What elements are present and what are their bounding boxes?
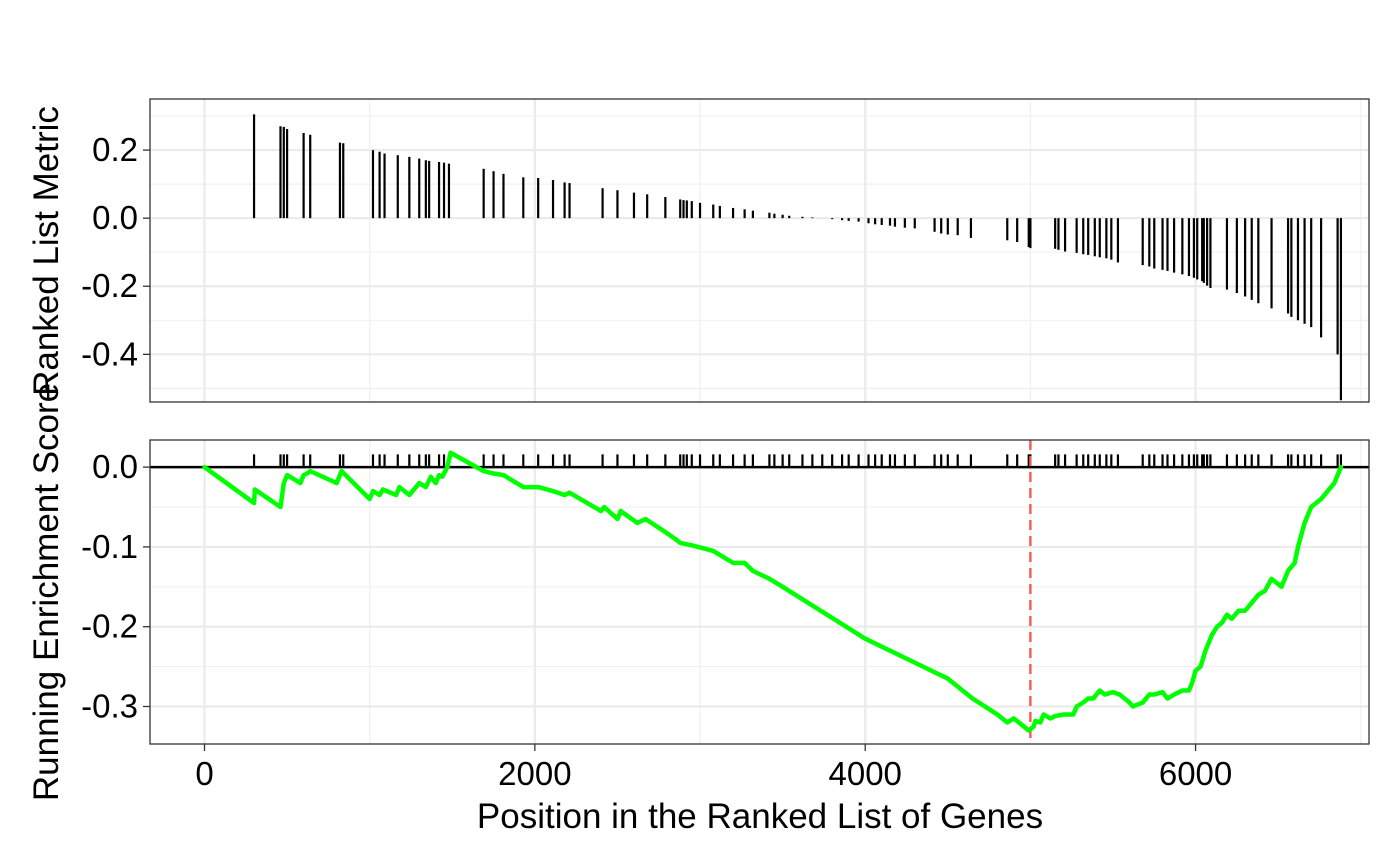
bottom-panel-background — [150, 440, 1369, 744]
x-axis-title: Position in the Ranked List of Genes — [477, 797, 1043, 836]
running-enrichment-score-panel: 0.0 -0.1 -0.2 -0.3 0 2000 4000 6000 — [81, 439, 1370, 792]
axis-titles: Position in the Ranked List of Genes Ran… — [27, 106, 1043, 836]
bottom-x-tick-label: 0 — [195, 755, 213, 792]
top-y-tick-label: -0.2 — [81, 267, 138, 304]
bottom-y-tick-label: -0.3 — [81, 687, 138, 724]
top-y-axis-title: Ranked List Metric — [27, 106, 66, 396]
bottom-y-tick-label: -0.1 — [81, 528, 138, 565]
top-y-tick-label: 0.2 — [92, 131, 138, 168]
top-y-tick-label: 0.0 — [92, 199, 138, 236]
bottom-y-tick-label: 0.0 — [92, 448, 138, 485]
bottom-panel-border — [149, 439, 1370, 745]
running-enrichment-score-line — [202, 450, 1344, 733]
bottom-x-tick-label: 6000 — [1159, 755, 1232, 792]
bottom-y-axis-title: Running Enrichment Score — [27, 383, 66, 801]
top-panel-background — [150, 99, 1369, 402]
top-panel-border — [149, 98, 1370, 403]
bottom-y-tick-label: -0.2 — [81, 608, 138, 645]
ranked-list-metric-panel: 0.2 0.0 -0.2 -0.4 — [81, 98, 1370, 403]
bottom-x-tick-label: 2000 — [498, 755, 571, 792]
bottom-x-tick-label: 4000 — [829, 755, 902, 792]
top-y-tick-label: -0.4 — [81, 335, 138, 372]
